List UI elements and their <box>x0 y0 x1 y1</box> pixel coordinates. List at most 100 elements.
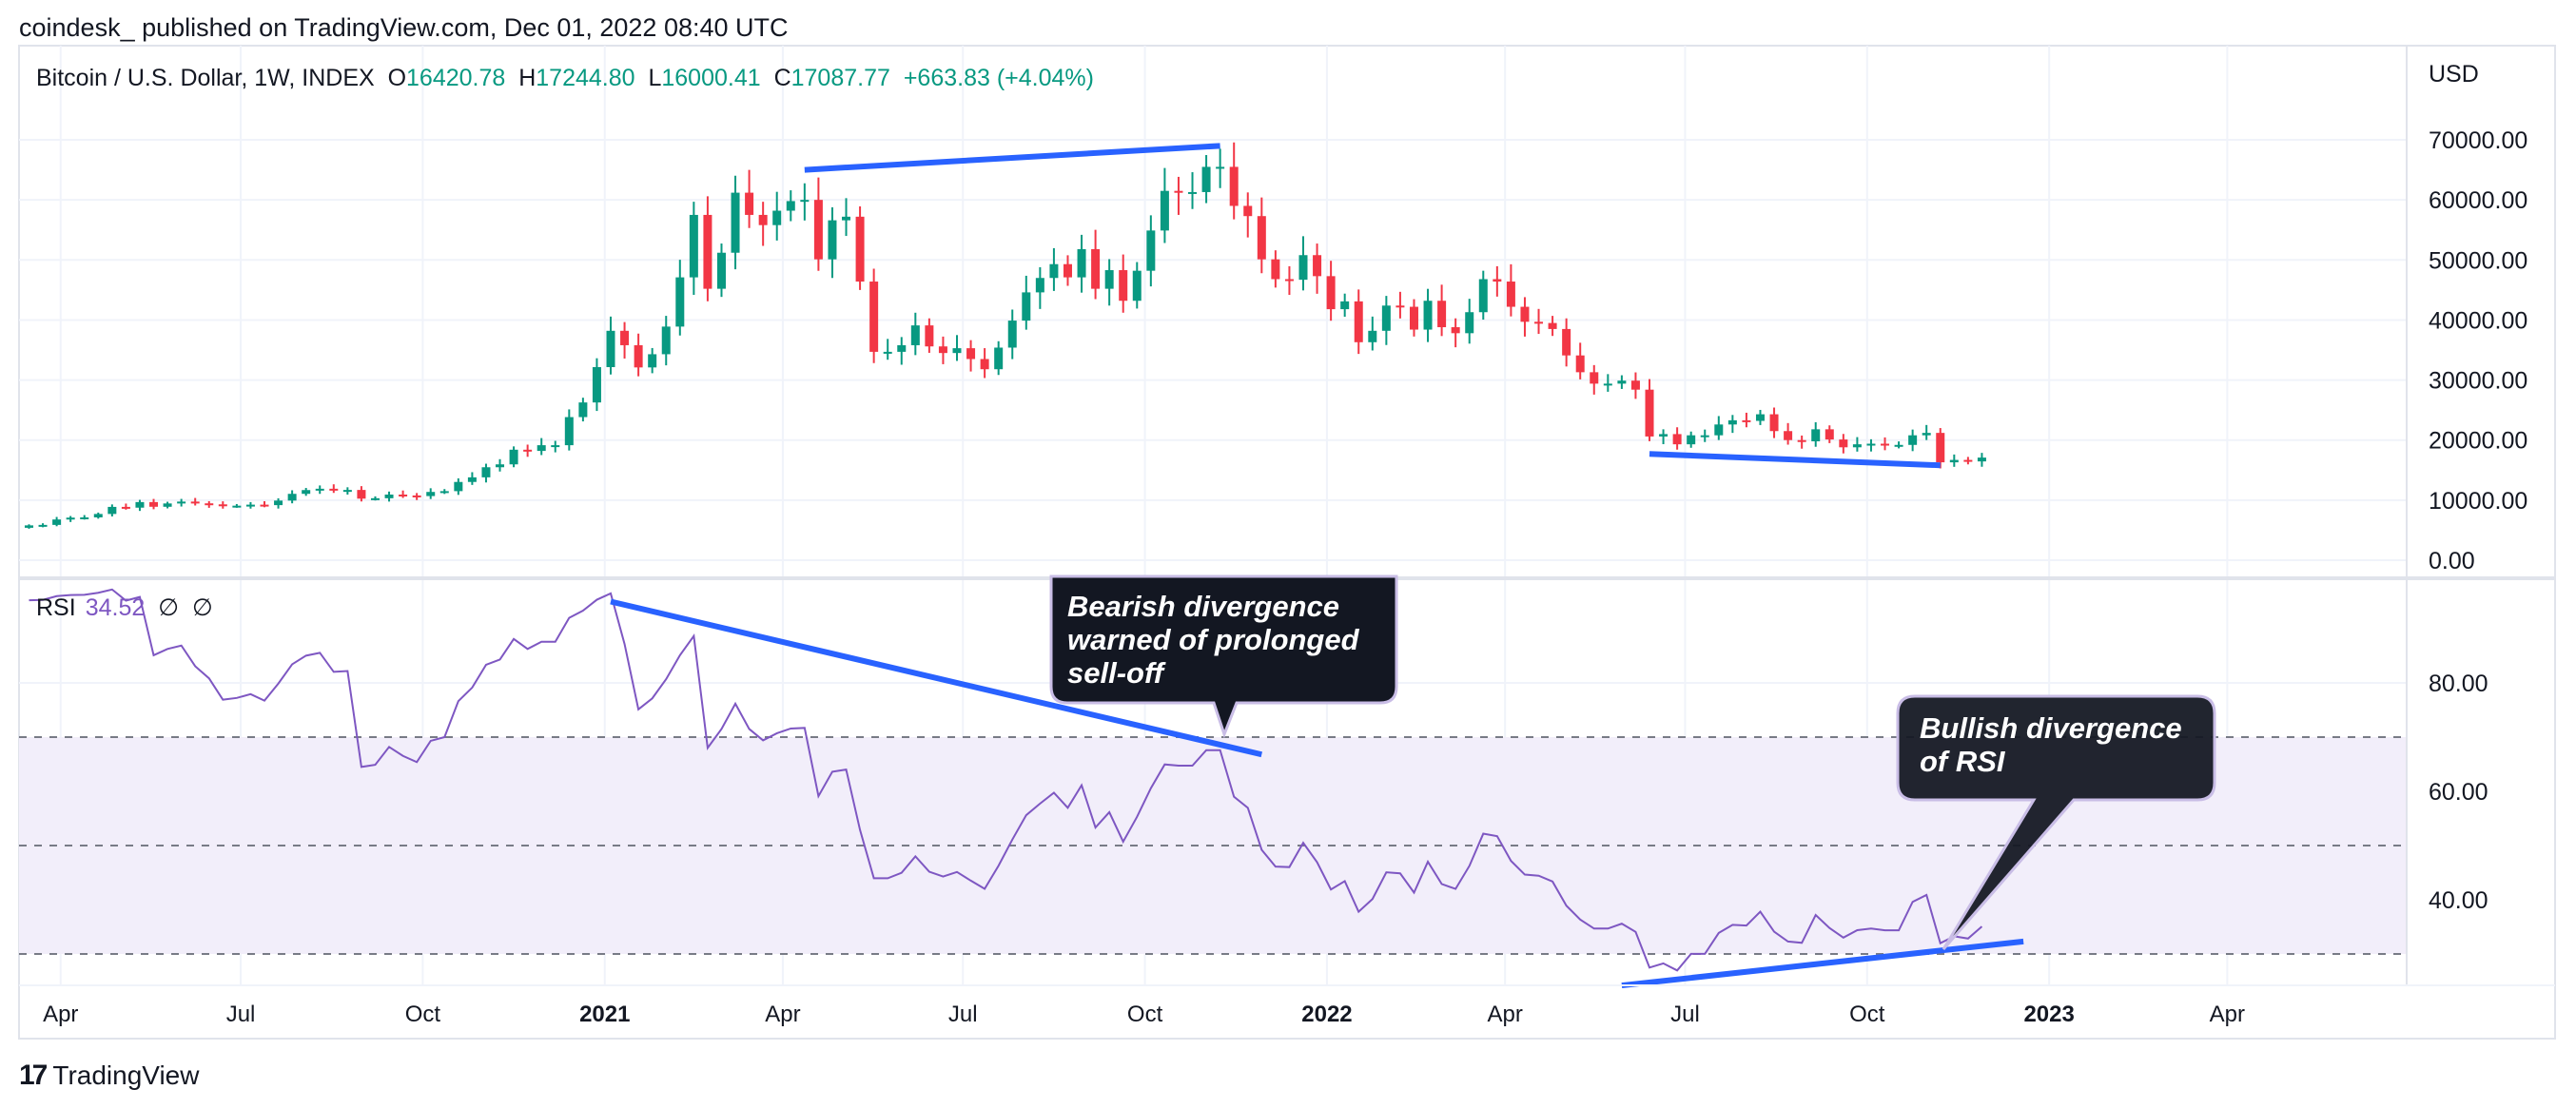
candle-body <box>869 282 879 352</box>
candle-body <box>1077 248 1086 278</box>
time-axis-label: Apr <box>2210 1002 2245 1027</box>
candle-body <box>1119 270 1128 302</box>
candle-body <box>1963 459 1973 462</box>
candle-body <box>842 216 851 221</box>
candle-body <box>1229 166 1239 206</box>
candle-body <box>1881 443 1890 446</box>
candle-body <box>1922 433 1931 436</box>
candle-body <box>523 449 533 452</box>
candle-body <box>952 348 962 354</box>
candle-body <box>758 214 768 225</box>
candle-body <box>1368 330 1377 342</box>
candle-body <box>689 214 698 278</box>
rsi-trendline <box>1621 938 2024 989</box>
rsi-value: 34.52 <box>85 594 146 621</box>
candle-body <box>52 519 62 525</box>
candle-body <box>1257 216 1266 260</box>
candle-body <box>1063 263 1072 278</box>
candle-body <box>302 490 311 495</box>
candle-body <box>1007 321 1017 348</box>
price-axis-label: 30000.00 <box>2429 368 2527 395</box>
candle-body <box>938 346 947 354</box>
candle-body <box>384 494 394 498</box>
tradingview-logo-icon: 17 <box>19 1060 48 1091</box>
price-trendline <box>1649 451 1941 469</box>
candle-body <box>564 417 574 446</box>
candle-body <box>412 495 421 497</box>
candle-body <box>135 501 145 508</box>
rsi-series <box>29 588 1983 972</box>
candle-body <box>205 503 214 506</box>
time-axis-label: Jul <box>226 1002 256 1027</box>
candle-body <box>467 477 477 482</box>
time-axis-label: Oct <box>1849 1002 1885 1027</box>
candle-body <box>1630 380 1640 390</box>
candle-body <box>828 220 837 260</box>
candle-body <box>107 506 117 515</box>
candle-body <box>1493 279 1502 282</box>
candle-body <box>1769 414 1779 432</box>
candle-body <box>855 216 865 282</box>
low-label: L <box>648 65 662 91</box>
candle-body <box>675 277 685 327</box>
bearish-callout-box <box>1049 574 1398 739</box>
candle-body <box>1395 305 1405 308</box>
candle-body <box>274 500 283 506</box>
open-value: 16420.78 <box>406 65 506 91</box>
candle-body <box>1409 306 1418 330</box>
candle-body <box>1354 301 1363 342</box>
rsi-axis-label: 40.00 <box>2429 887 2488 914</box>
rsi-axis-label: 80.00 <box>2429 671 2488 697</box>
close-label: C <box>773 65 791 91</box>
price-axis-label: 60000.00 <box>2429 187 2527 214</box>
candle-body <box>245 504 255 507</box>
candle-body <box>1520 306 1530 322</box>
candle-body <box>149 501 159 507</box>
candle-body <box>994 347 1004 370</box>
candle-body <box>177 501 186 504</box>
candle-body <box>1243 205 1253 217</box>
time-axis-label: Apr <box>1487 1002 1522 1027</box>
candle-body <box>883 351 892 354</box>
price-axis-label: 70000.00 <box>2429 127 2527 154</box>
candle-body <box>66 517 75 520</box>
candle-body <box>925 325 934 347</box>
high-value: 17244.80 <box>536 65 635 91</box>
candle-body <box>966 348 976 360</box>
high-label: H <box>518 65 537 91</box>
rsi-legend: RSI 34.52 ∅ ∅ <box>36 593 213 622</box>
candle-body <box>1216 166 1225 169</box>
candle-body <box>1590 372 1599 384</box>
candle-body <box>357 490 366 499</box>
tradingview-logo[interactable]: 17 TradingView <box>19 1060 199 1092</box>
candle-body <box>496 464 505 468</box>
change-value: +663.83 (+4.04%) <box>903 65 1094 91</box>
candle-body <box>578 402 588 418</box>
candle-body <box>1672 434 1682 445</box>
candle-body <box>1866 443 1876 446</box>
bullish-callout-box <box>1896 694 2216 950</box>
candle-body <box>93 514 103 517</box>
candle-body <box>1506 282 1515 307</box>
candle-body <box>592 367 601 403</box>
candle-body <box>315 488 324 491</box>
candle-body <box>342 490 352 493</box>
rsi-na-2: ∅ <box>192 594 213 621</box>
price-axis-label: 20000.00 <box>2429 428 2527 455</box>
candle-body <box>1313 255 1322 277</box>
candle-body <box>1727 419 1737 425</box>
tradingview-brand: TradingView <box>52 1060 200 1090</box>
candle-body <box>1091 248 1101 289</box>
time-axis-label: Jul <box>1670 1002 1700 1027</box>
candle-body <box>897 344 907 352</box>
candle-body <box>1603 383 1612 386</box>
candle-body <box>1160 190 1169 231</box>
candle-body <box>620 330 630 345</box>
candle-body <box>1326 276 1336 310</box>
candle-body <box>454 481 463 492</box>
candle-body <box>1478 279 1488 313</box>
symbol-legend: Bitcoin / U.S. Dollar, 1W, INDEX O16420.… <box>36 65 1094 92</box>
price-trendline <box>804 143 1220 173</box>
candle-body <box>1687 435 1696 445</box>
